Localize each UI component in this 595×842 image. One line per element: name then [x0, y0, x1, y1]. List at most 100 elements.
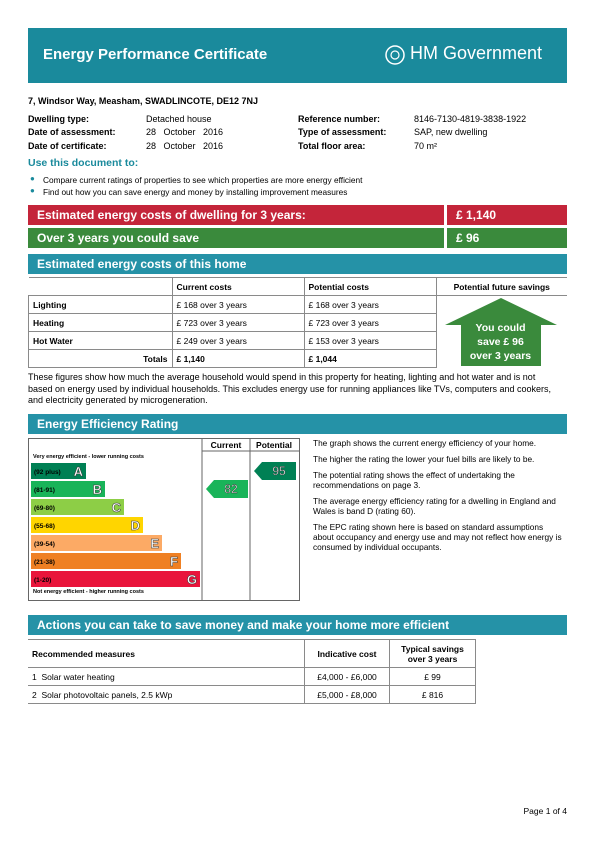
band-letter: D: [131, 518, 140, 533]
band-range: (39-54): [34, 541, 55, 548]
measure-name: Solar photovoltaic panels, 2.5 kWp: [41, 689, 173, 700]
savings-cell: You could save £ 96 over 3 years: [435, 295, 567, 368]
rating-arrow: [254, 462, 296, 480]
row-label: Heating: [28, 313, 173, 332]
detail-value: 28 October 2016: [146, 141, 224, 151]
saving-cell: £ 99: [389, 667, 476, 686]
totals-cell: £ 1,140: [171, 349, 305, 368]
band-bar: [31, 553, 181, 569]
costs-table: Current costs Potential costs Potential …: [28, 277, 567, 368]
detail-label: Date of certificate:: [28, 141, 107, 151]
band-range: (55-68): [34, 523, 55, 530]
cell: £ 153 over 3 years: [303, 331, 437, 350]
detail-value: SAP, new dwelling: [414, 127, 488, 137]
band-bar: [31, 463, 86, 479]
column-header: Potential costs: [303, 277, 437, 296]
top-label: Very energy efficient - lower running co…: [33, 454, 144, 460]
measure-number: 2: [32, 689, 37, 700]
totals-label: Totals: [28, 349, 173, 368]
cell: £ 723 over 3 years: [303, 313, 437, 332]
measure-cell: 2 Solar photovoltaic panels, 2.5 kWp: [28, 685, 305, 704]
band-letter: E: [150, 536, 159, 551]
band-bar: [31, 517, 143, 533]
band-letter: C: [112, 500, 122, 515]
cell: £ 168 over 3 years: [303, 295, 437, 314]
cost-banner-value: £ 1,140: [447, 205, 567, 225]
detail-label: Dwelling type:: [28, 114, 90, 124]
paragraph: The EPC rating shown here is based on st…: [313, 522, 562, 552]
band-letter: A: [74, 464, 84, 479]
bullet-text: Compare current ratings of properties to…: [43, 175, 363, 185]
bullet-icon: ●: [30, 174, 35, 183]
band-range: (1-20): [34, 577, 51, 584]
use-heading: Use this document to:: [28, 157, 139, 169]
column-header: Typical savings over 3 years: [389, 639, 476, 668]
costs-note: These figures show how much the average …: [28, 372, 551, 405]
address: 7, Windsor Way, Measham, SWADLINCOTE, DE…: [28, 96, 258, 106]
rating-arrow: [206, 480, 248, 498]
cell: £ 249 over 3 years: [171, 331, 305, 350]
chart-frame: [28, 438, 300, 601]
band-bar: [31, 571, 200, 587]
totals-cell: £ 1,044: [303, 349, 437, 368]
band-range: (69-80): [34, 505, 55, 512]
savings-line: You could: [475, 322, 526, 334]
column-header: Recommended measures: [28, 639, 305, 668]
cost-cell: £5,000 - £8,000: [304, 685, 390, 704]
savings-text: You could save £ 96 over 3 years: [441, 321, 561, 363]
column-header: Indicative cost: [304, 639, 390, 668]
detail-label: Reference number:: [298, 114, 381, 124]
page-number: Page 1 of 4: [523, 806, 567, 816]
column-header: Current: [211, 440, 242, 450]
paragraph: The graph shows the current energy effic…: [313, 438, 537, 448]
savings-line: save £ 96: [477, 336, 524, 348]
paragraph: The potential rating shows the effect of…: [313, 470, 515, 490]
detail-value: 8146-7130-4819-3838-1922: [414, 114, 527, 124]
band-range: (21-38): [34, 559, 55, 566]
paragraph: The higher the rating the lower your fue…: [313, 454, 535, 464]
section-heading: Estimated energy costs of this home: [28, 254, 567, 274]
paragraph: The average energy efficiency rating for…: [313, 496, 556, 516]
measure-cell: 1 Solar water heating: [28, 667, 305, 686]
detail-value: 28 October 2016: [146, 127, 224, 137]
saving-cell: £ 816: [389, 685, 476, 704]
save-banner-value: £ 96: [447, 228, 567, 248]
detail-label: Total floor area:: [298, 141, 366, 151]
savings-arrow: [444, 298, 557, 366]
band-letter: F: [170, 554, 178, 569]
cost-banner-label: Estimated energy costs of dwelling for 3…: [28, 205, 444, 225]
band-letter: G: [187, 572, 197, 587]
band-bar: [31, 481, 105, 497]
header-title: Energy Performance Certificate: [43, 46, 268, 63]
detail-label: Date of assessment:: [28, 127, 116, 137]
efficiency-text: The graph shows the current energy effic…: [313, 438, 563, 558]
measure-name: Solar water heating: [41, 671, 115, 682]
crest-icon: [385, 45, 405, 65]
measure-number: 1: [32, 671, 37, 682]
detail-value: Detached house: [146, 114, 212, 124]
header-brand: HM Government: [410, 43, 543, 63]
band-bar: [31, 535, 162, 551]
band-letter: B: [93, 482, 102, 497]
bullet-text: Find out how you can save energy and mon…: [43, 187, 348, 197]
cell: £ 723 over 3 years: [171, 313, 305, 332]
column-header: Potential: [256, 440, 292, 450]
detail-label: Type of assessment:: [298, 127, 387, 137]
section-heading: Energy Efficiency Rating: [28, 414, 567, 434]
header-bar: Energy Performance Certificate HM Govern…: [28, 28, 567, 83]
row-label: Lighting: [28, 295, 173, 314]
band-range: (92 plus): [34, 469, 61, 476]
band-range: (81-91): [34, 487, 55, 494]
rating-value: 82: [224, 482, 238, 496]
savings-line: over 3 years: [469, 350, 532, 362]
row-label: Hot Water: [28, 331, 173, 350]
section-heading: Actions you can take to save money and m…: [28, 615, 567, 635]
actions-table: Recommended measures Indicative cost Typ…: [28, 639, 476, 704]
cost-cell: £4,000 - £6,000: [304, 667, 390, 686]
column-header: Current costs: [171, 277, 305, 296]
bottom-label: Not energy efficient - higher running co…: [33, 589, 144, 595]
bullet-icon: ●: [30, 186, 35, 195]
band-bar: [31, 499, 124, 515]
cell: £ 168 over 3 years: [171, 295, 305, 314]
efficiency-chart: Current Potential Very energy efficient …: [28, 438, 300, 601]
